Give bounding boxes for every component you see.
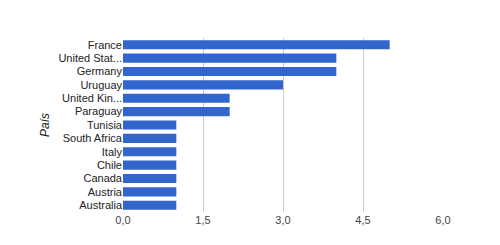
svg-text:South Africa: South Africa: [63, 132, 123, 144]
svg-text:Chile: Chile: [97, 159, 122, 171]
svg-text:Germany: Germany: [77, 65, 123, 77]
svg-text:Italy: Italy: [102, 146, 123, 158]
svg-text:1,5: 1,5: [195, 214, 210, 226]
svg-text:Paraguay: Paraguay: [75, 105, 123, 117]
svg-text:Austria: Austria: [88, 186, 123, 198]
svg-text:País: País: [38, 113, 52, 137]
svg-text:United Kin...: United Kin...: [62, 92, 122, 104]
svg-text:3,0: 3,0: [275, 214, 290, 226]
svg-text:Uruguay: Uruguay: [80, 79, 122, 91]
svg-text:Tunisia: Tunisia: [87, 119, 123, 131]
svg-text:4,5: 4,5: [355, 214, 370, 226]
svg-text:United Stat...: United Stat...: [58, 52, 122, 64]
svg-text:Australia: Australia: [79, 199, 123, 211]
svg-text:France: France: [88, 39, 122, 51]
svg-text:Canada: Canada: [83, 172, 122, 184]
svg-text:0,0: 0,0: [115, 214, 130, 226]
svg-text:6,0: 6,0: [435, 214, 450, 226]
